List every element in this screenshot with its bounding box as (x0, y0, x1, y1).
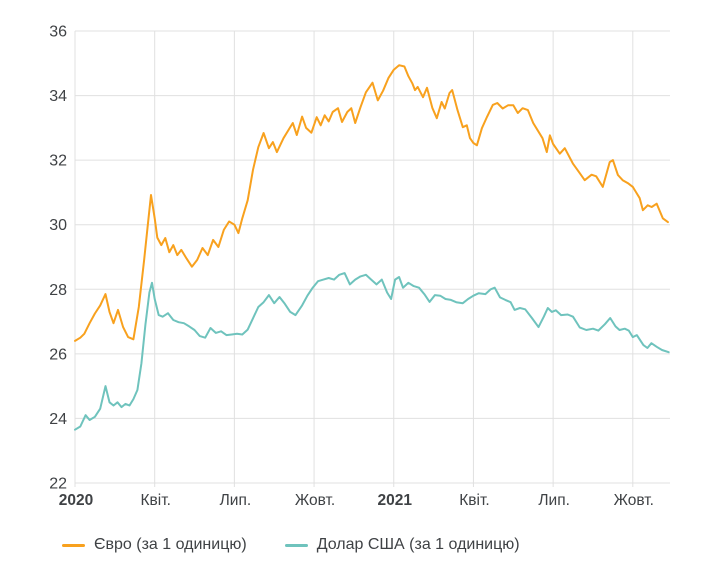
x-axis-tick-label: 2020 (59, 492, 93, 509)
x-axis-tick-label: Квіт. (140, 492, 170, 509)
x-axis-tick-label: Лип. (538, 492, 570, 509)
legend-label: Долар США (за 1 одиницю) (316, 536, 520, 553)
legend-swatch-icon (62, 543, 85, 547)
legend-item-usd[interactable]: Долар США (за 1 одиницю) (284, 536, 520, 554)
legend-swatch-icon (284, 543, 308, 547)
y-axis-tick-label: 36 (49, 24, 67, 41)
chart-legend: Євро (за 1 одиницю) Долар США (за 1 одини… (62, 536, 520, 554)
x-axis-tick-label: Жовт. (295, 492, 335, 509)
y-axis-tick-label: 22 (49, 476, 67, 493)
series-line-usd (74, 272, 670, 431)
y-axis-tick-label: 34 (49, 88, 67, 105)
series-line-euro (74, 64, 669, 342)
y-axis-tick-label: 30 (49, 217, 67, 234)
y-axis-tick-label: 32 (49, 153, 67, 170)
x-axis-tick-label: Жовт. (614, 492, 654, 509)
y-axis-tick-label: 28 (49, 282, 67, 299)
legend-item-euro[interactable]: Євро (за 1 одиницю) (62, 536, 247, 554)
x-axis-tick-label: Лип. (220, 492, 252, 509)
legend-label: Євро (за 1 одиницю) (94, 536, 247, 553)
y-axis-tick-label: 24 (49, 411, 67, 428)
y-axis-tick-label: 26 (49, 346, 67, 363)
x-axis-tick-label: Квіт. (459, 492, 489, 509)
x-axis-tick-label: 2021 (378, 492, 413, 509)
